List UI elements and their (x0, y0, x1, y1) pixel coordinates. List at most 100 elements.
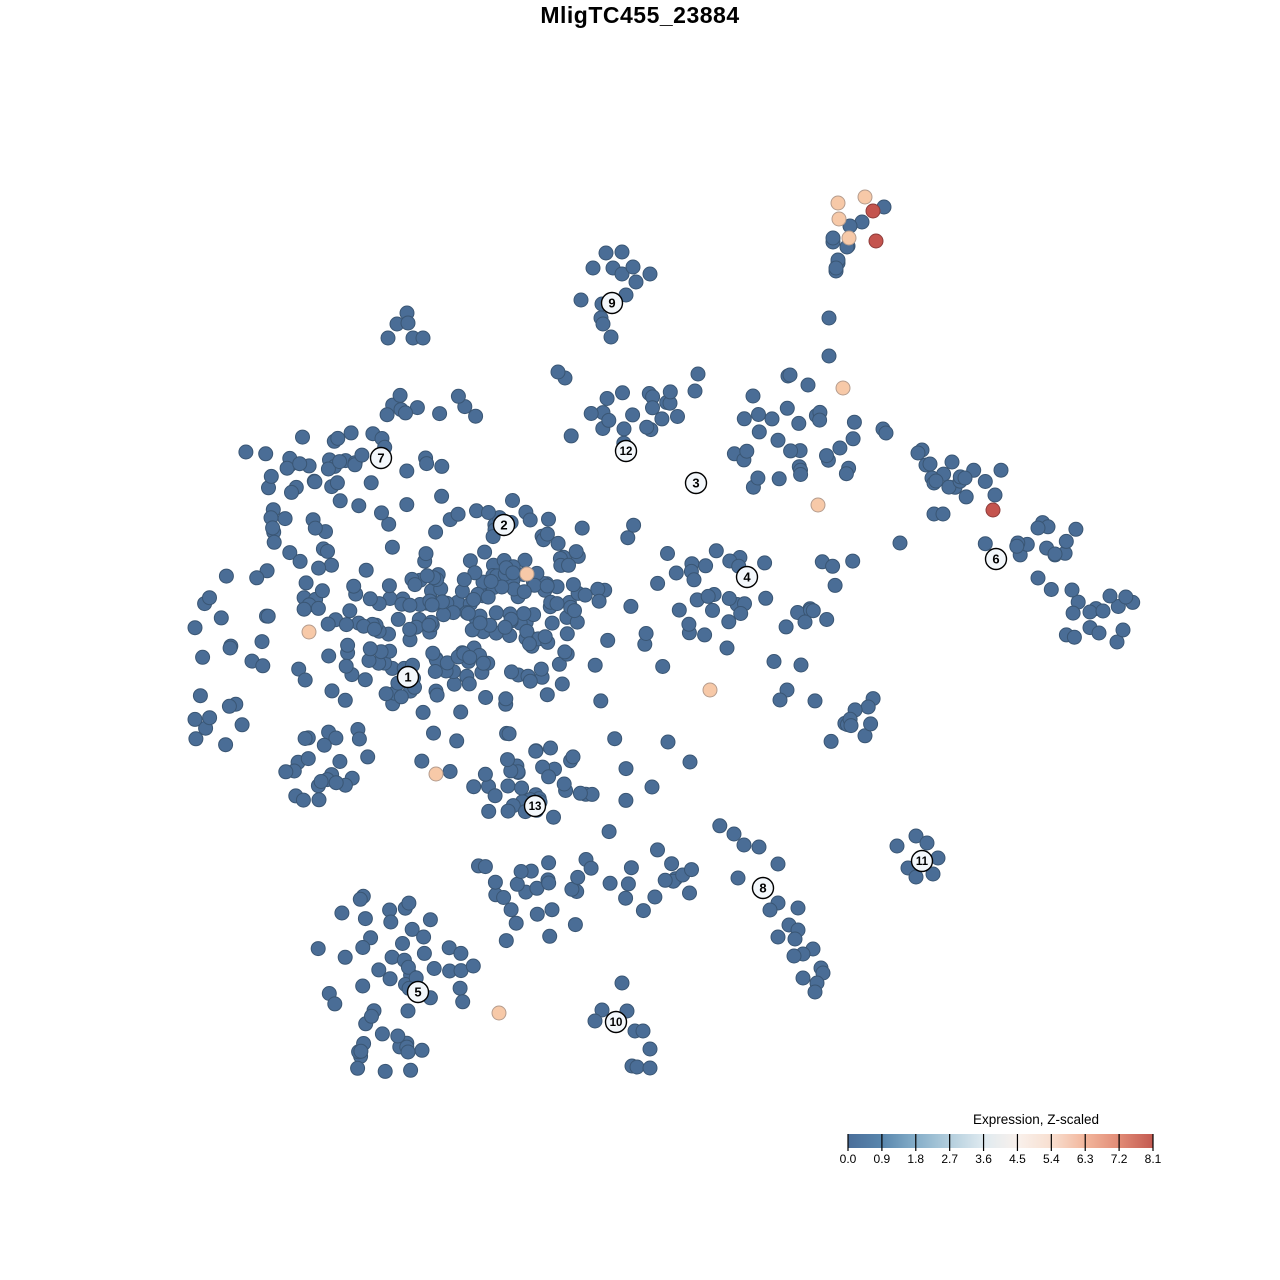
data-point (255, 658, 271, 674)
data-point (687, 383, 703, 399)
data-point (1043, 582, 1059, 597)
data-point (684, 862, 699, 878)
data-point (770, 856, 786, 872)
data-point (450, 388, 466, 404)
data-point (598, 245, 614, 261)
data-point (393, 689, 409, 705)
data-point (664, 856, 680, 872)
legend-tick-label: 7.2 (1111, 1152, 1128, 1166)
data-point (736, 837, 752, 853)
data-point (249, 570, 265, 586)
data-point (614, 975, 630, 991)
data-point (766, 654, 782, 669)
data-point (340, 637, 356, 653)
data-point (1047, 546, 1063, 562)
data-point (374, 1026, 390, 1042)
data-point (570, 869, 586, 885)
data-point (635, 903, 651, 919)
data-point (719, 640, 735, 656)
cluster-label-circle (614, 439, 638, 463)
highlighted-data-point (702, 682, 718, 698)
data-point (321, 648, 337, 664)
data-point (616, 421, 632, 437)
data-point (338, 617, 354, 633)
data-point (404, 921, 420, 937)
highlighted-points-layer (301, 189, 1001, 1021)
cluster-label-circle (735, 565, 759, 589)
data-point (400, 959, 416, 975)
data-point (475, 655, 491, 671)
cluster-label-text: 8 (759, 881, 766, 896)
data-point (559, 626, 575, 642)
data-point (563, 428, 579, 444)
cluster-label-circle (600, 291, 624, 315)
data-point (295, 792, 311, 808)
data-point (705, 602, 720, 618)
data-point (381, 578, 397, 594)
data-point (587, 657, 603, 673)
data-point (812, 412, 828, 428)
data-point (574, 520, 590, 536)
data-point (516, 584, 532, 600)
data-point (363, 930, 379, 946)
data-point (367, 621, 382, 637)
data-point (528, 743, 544, 759)
data-point (434, 488, 450, 504)
data-point (1082, 604, 1098, 620)
data-point (357, 911, 373, 927)
data-point (414, 753, 430, 769)
data-point (505, 565, 521, 581)
data-point (745, 388, 761, 404)
data-point (930, 850, 946, 866)
points-layer (187, 199, 1141, 1079)
cluster-label-text: 3 (692, 476, 699, 491)
data-point (487, 874, 503, 890)
data-point (698, 558, 714, 574)
data-point (686, 572, 702, 588)
data-point (639, 419, 655, 435)
data-point (977, 536, 993, 552)
data-point (498, 691, 514, 707)
data-point (407, 577, 423, 593)
data-point (466, 592, 482, 607)
data-point (819, 448, 834, 464)
data-point (324, 557, 339, 573)
data-point (733, 606, 749, 621)
data-point (599, 391, 615, 406)
data-point (650, 575, 666, 591)
legend-tick-labels: 0.0 0.9 1.8 2.7 3.6 4.5 5.4 6.3 7.2 8.1 (840, 1152, 1162, 1166)
cluster-label: 13 (523, 794, 547, 818)
data-point (487, 788, 503, 804)
cluster-label-circle (369, 446, 393, 470)
data-point (708, 543, 724, 559)
highlighted-data-point (301, 624, 317, 640)
data-point (1115, 622, 1131, 638)
data-point (533, 661, 549, 677)
data-point (601, 412, 617, 428)
data-point (202, 710, 218, 726)
data-point (1068, 521, 1084, 537)
data-point (419, 568, 435, 584)
data-point (399, 497, 415, 513)
data-point (254, 634, 270, 650)
data-point (541, 769, 557, 785)
data-point (987, 487, 1003, 503)
highlighted-data-point (491, 1005, 507, 1021)
data-point (787, 931, 803, 947)
data-point (607, 731, 623, 747)
data-point (295, 429, 310, 445)
highlighted-data-point (830, 195, 846, 211)
data-point (541, 875, 557, 891)
data-point (513, 864, 529, 879)
data-point (337, 949, 353, 965)
data-point (310, 600, 326, 616)
data-point (544, 615, 560, 631)
data-point (377, 1063, 393, 1079)
data-point (618, 792, 634, 808)
data-point (284, 484, 299, 500)
data-point (730, 870, 746, 886)
data-point (614, 244, 630, 260)
data-point (529, 906, 545, 922)
data-point (539, 526, 555, 542)
data-point (478, 690, 494, 705)
